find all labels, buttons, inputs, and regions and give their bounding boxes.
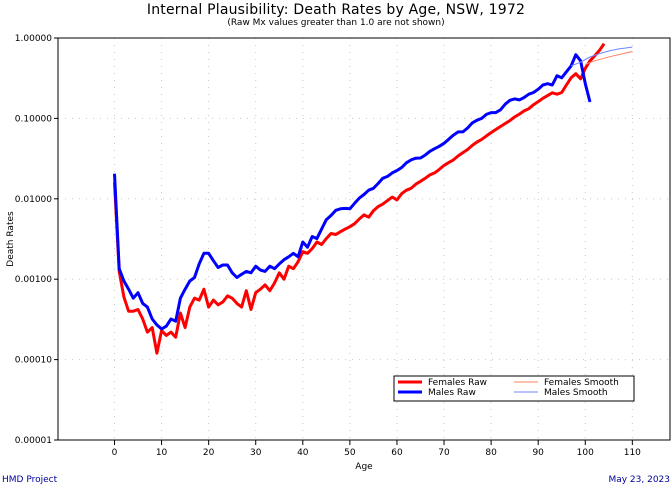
x-tick-label: 20	[203, 448, 215, 458]
y-tick-label: 0.10000	[15, 114, 52, 124]
x-tick-label: 90	[532, 448, 544, 458]
x-tick-label: 10	[156, 448, 168, 458]
series-line-males-smooth	[570, 46, 633, 67]
y-tick-label: 0.00001	[15, 436, 52, 446]
x-tick-label: 40	[297, 448, 309, 458]
legend-label: Females Smooth	[544, 378, 619, 388]
x-tick-label: 30	[250, 448, 262, 458]
series-layer	[113, 42, 633, 355]
legend-label: Males Smooth	[544, 388, 608, 398]
chart-title: Internal Plausibility: Death Rates by Ag…	[146, 2, 526, 18]
series-line-females-raw	[113, 42, 606, 355]
axis-layer: 0 10 20 30 40 50 60 70 80 90 100 110 1.00000 0.10000 0…	[6, 34, 641, 472]
legend-label: Males Raw	[428, 388, 476, 398]
x-tick-label: 110	[624, 448, 641, 458]
series-line-males-raw	[113, 53, 592, 331]
x-tick-label: 70	[438, 448, 450, 458]
y-tick-label: 0.01000	[15, 195, 52, 205]
y-axis-label: Death Rates	[6, 211, 16, 267]
plot-frame	[57, 37, 671, 441]
y-tick-label: 1.00000	[15, 34, 52, 44]
x-tick-label: 0	[112, 448, 118, 458]
chart-subtitle: (Raw Mx values greater than 1.0 are not …	[227, 18, 445, 28]
x-axis-label: Age	[355, 462, 373, 472]
footer-date: May 23, 2023	[608, 475, 670, 485]
x-tick-label: 100	[577, 448, 594, 458]
y-tick-label: 0.00010	[15, 356, 52, 366]
legend-box	[393, 375, 635, 402]
x-tick-label: 50	[344, 448, 356, 458]
series-line-females-smooth	[585, 51, 633, 65]
x-tick-label: 80	[485, 448, 497, 458]
y-tick-label: 0.00100	[15, 275, 52, 285]
x-tick-label: 60	[391, 448, 403, 458]
legend-label: Females Raw	[428, 378, 487, 388]
footer-source: HMD Project	[2, 475, 58, 485]
